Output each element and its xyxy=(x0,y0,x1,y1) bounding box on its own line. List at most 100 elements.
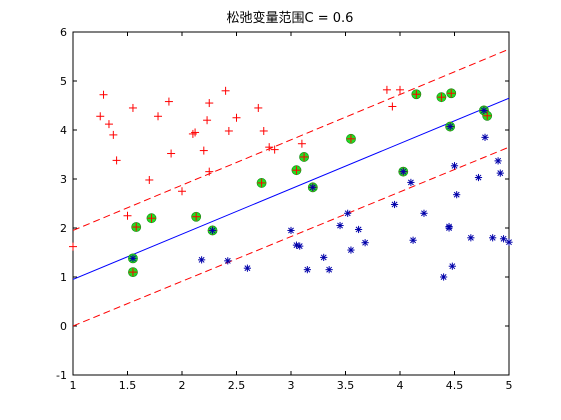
star-d2 xyxy=(421,210,427,217)
star-d2 xyxy=(400,168,407,175)
negative-point xyxy=(224,257,232,265)
positive-point xyxy=(205,99,214,108)
star-d2 xyxy=(482,134,488,141)
negative-point xyxy=(453,191,461,199)
star-d2 xyxy=(362,239,369,246)
x-tick-label: 4.5 xyxy=(446,379,464,392)
y-tick-label: 3 xyxy=(60,173,67,186)
star-d2 xyxy=(244,265,251,272)
star-d2 xyxy=(440,274,447,280)
negative-point xyxy=(409,236,417,244)
star-d2 xyxy=(198,256,205,263)
star-d2 xyxy=(391,201,398,208)
positive-point xyxy=(297,139,306,148)
negative-point xyxy=(474,173,483,182)
star-d2 xyxy=(495,157,502,164)
star-d2 xyxy=(224,257,231,264)
positive-point xyxy=(232,113,241,122)
x-tick-label: 3 xyxy=(288,379,295,392)
positive-point xyxy=(123,211,132,220)
positive-point xyxy=(104,120,113,129)
chart-title: 松弛变量范围C = 0.6 xyxy=(227,10,354,26)
star-d2 xyxy=(130,255,136,262)
negative-point xyxy=(325,266,333,274)
negative-point xyxy=(440,273,448,281)
positive-point xyxy=(396,85,404,94)
axes-frame xyxy=(72,31,510,376)
negative-point xyxy=(303,266,311,274)
negative-point xyxy=(480,106,488,114)
star-d2 xyxy=(293,242,300,249)
positive-point xyxy=(483,111,492,120)
positive-point xyxy=(203,116,212,125)
star-d2 xyxy=(288,227,294,234)
star-d2 xyxy=(480,107,487,114)
negative-point xyxy=(309,183,317,191)
star-d2 xyxy=(309,184,316,191)
positive-point xyxy=(292,166,301,175)
star-d2 xyxy=(304,266,311,273)
star-d2 xyxy=(451,162,458,169)
positive-point xyxy=(388,102,397,111)
negative-point xyxy=(450,162,459,170)
positive-point xyxy=(270,145,279,154)
positive-point xyxy=(109,130,118,139)
positive-point xyxy=(96,112,105,121)
negative-point xyxy=(496,169,504,177)
negative-point xyxy=(448,262,456,270)
negative-point xyxy=(390,200,399,209)
negative-point xyxy=(467,234,475,242)
star-d2 xyxy=(326,266,333,273)
negative-point xyxy=(445,222,453,231)
negative-point xyxy=(296,242,304,250)
positive-point xyxy=(447,89,456,98)
negative-point xyxy=(354,225,363,234)
star-d2 xyxy=(344,210,351,217)
positive-point xyxy=(132,223,141,232)
star-d2 xyxy=(475,174,482,181)
star-d2 xyxy=(348,247,354,253)
positive-point xyxy=(178,187,186,196)
decision-boundary-line xyxy=(73,97,509,280)
negative-point xyxy=(481,133,489,141)
margin-lower-line xyxy=(73,146,509,327)
negative-point xyxy=(499,235,508,243)
y-tick-label: -1 xyxy=(56,369,67,382)
star-d2 xyxy=(407,179,414,186)
positive-point xyxy=(254,103,263,112)
star-d2 xyxy=(337,222,343,229)
star-d2 xyxy=(489,234,496,241)
positive-point xyxy=(192,212,201,221)
star-d2 xyxy=(453,191,460,198)
star-d2 xyxy=(296,243,303,250)
positive-point xyxy=(128,268,137,277)
positive-point xyxy=(265,143,274,152)
star-d2 xyxy=(449,263,456,270)
star-d2 xyxy=(355,226,362,233)
x-tick-label: 2 xyxy=(179,379,186,392)
margin-upper-line xyxy=(73,48,509,231)
star-d2 xyxy=(320,254,327,261)
star-d2 xyxy=(410,237,417,244)
y-tick-label: 1 xyxy=(60,271,67,284)
positive-point xyxy=(69,242,77,251)
y-tick-label: 2 xyxy=(60,222,67,235)
x-tick-label: 1.5 xyxy=(119,379,137,392)
star-d2 xyxy=(447,123,454,130)
positive-point xyxy=(154,112,163,121)
positive-point xyxy=(191,128,200,137)
positive-point xyxy=(205,167,214,176)
y-tick-label: 6 xyxy=(60,26,67,39)
star-d2 xyxy=(209,227,216,234)
star-d2 xyxy=(497,170,504,177)
negative-point xyxy=(399,168,407,176)
negative-point xyxy=(347,246,355,254)
star-d2 xyxy=(467,234,474,241)
positive-point xyxy=(300,152,309,161)
negative-point xyxy=(407,178,415,187)
x-tick-label: 1 xyxy=(70,379,77,392)
y-tick-label: 4 xyxy=(60,124,67,137)
star-d2 xyxy=(500,235,507,242)
negative-point xyxy=(420,209,428,217)
